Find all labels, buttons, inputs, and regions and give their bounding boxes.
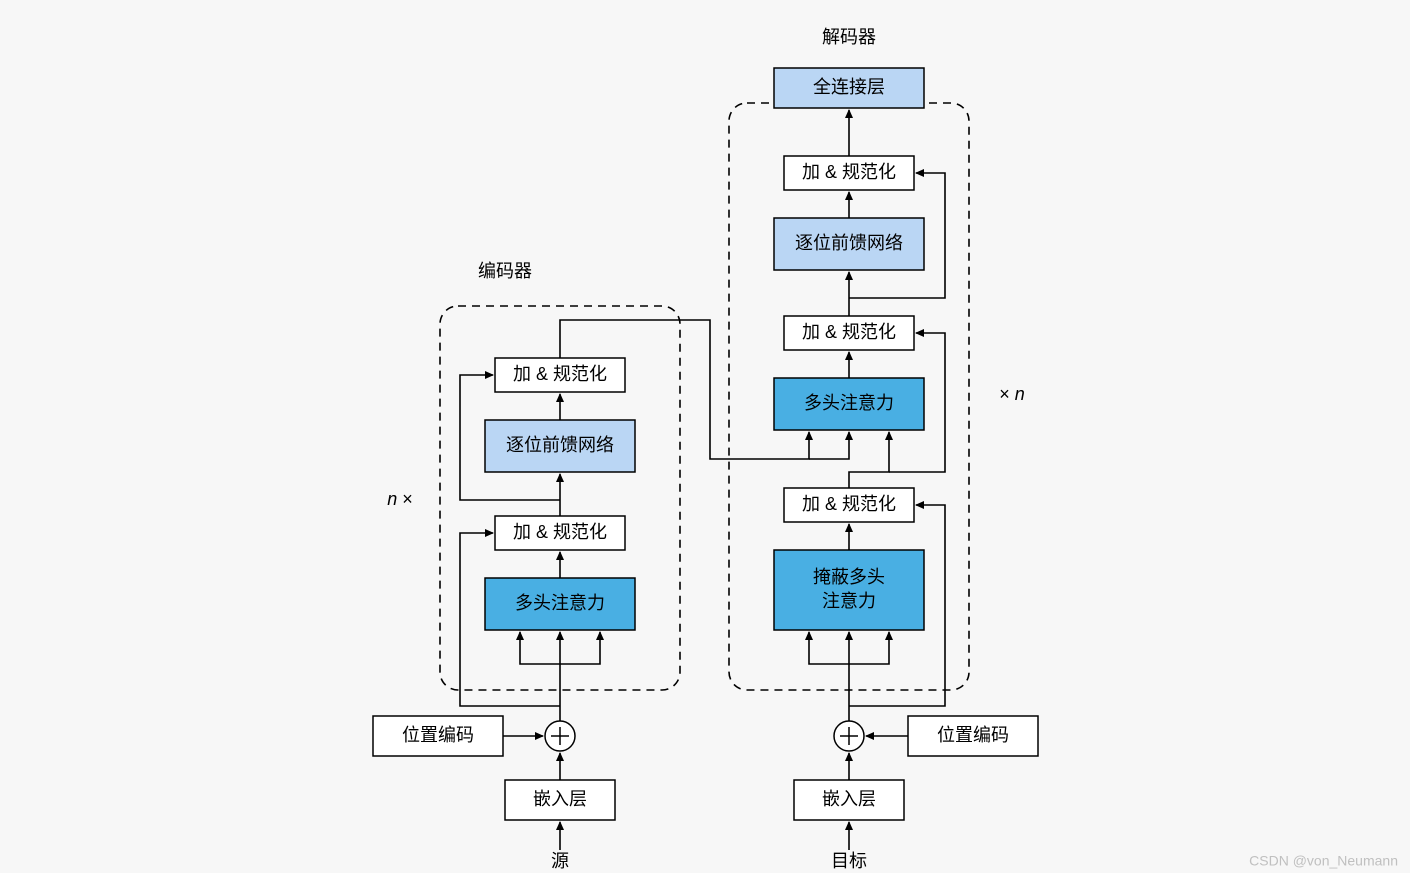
encoder-addnorm1-label: 加 & 规范化 — [513, 522, 607, 542]
arrow-enc-to-dec-2 — [809, 432, 849, 459]
decoder-embed-label: 嵌入层 — [822, 789, 876, 809]
encoder-ffn-label: 逐位前馈网络 — [506, 435, 614, 455]
watermark: CSDN @von_Neumann — [1249, 853, 1398, 869]
arrow-masked-in-left — [809, 632, 849, 664]
encoder-addnorm2-label: 加 & 规范化 — [513, 364, 607, 384]
decoder-title: 解码器 — [822, 27, 876, 47]
n-left-label: n × — [387, 489, 413, 509]
decoder-masked-mha-label-1: 掩蔽多头 — [813, 567, 885, 587]
arrow-mha-in-right-enc — [560, 632, 600, 664]
encoder-posenc-label: 位置编码 — [402, 725, 474, 745]
source-label: 源 — [551, 851, 569, 871]
decoder-mha-label: 多头注意力 — [804, 393, 894, 413]
decoder-addnorm1-label: 加 & 规范化 — [802, 494, 896, 514]
decoder-fc-label: 全连接层 — [813, 77, 885, 97]
transformer-diagram: 编码器 解码器 n × × n 源 嵌入层 位置编码 多头注意力 加 & 规范化… — [0, 0, 1410, 873]
arrow-masked-in-right — [849, 632, 889, 664]
encoder-mha-label: 多头注意力 — [515, 593, 605, 613]
arrow-mha-in-left-enc — [520, 632, 560, 664]
n-right-label: × n — [999, 384, 1025, 404]
target-label: 目标 — [831, 851, 867, 871]
decoder-posenc-label: 位置编码 — [937, 725, 1009, 745]
decoder-masked-mha-label-2: 注意力 — [822, 591, 876, 611]
encoder-title: 编码器 — [478, 261, 532, 281]
arrow-addnorm1-mha-dec — [849, 432, 889, 488]
decoder-ffn-label: 逐位前馈网络 — [795, 233, 903, 253]
decoder-addnorm3-label: 加 & 规范化 — [802, 162, 896, 182]
encoder-embed-label: 嵌入层 — [533, 789, 587, 809]
decoder-addnorm2-label: 加 & 规范化 — [802, 322, 896, 342]
